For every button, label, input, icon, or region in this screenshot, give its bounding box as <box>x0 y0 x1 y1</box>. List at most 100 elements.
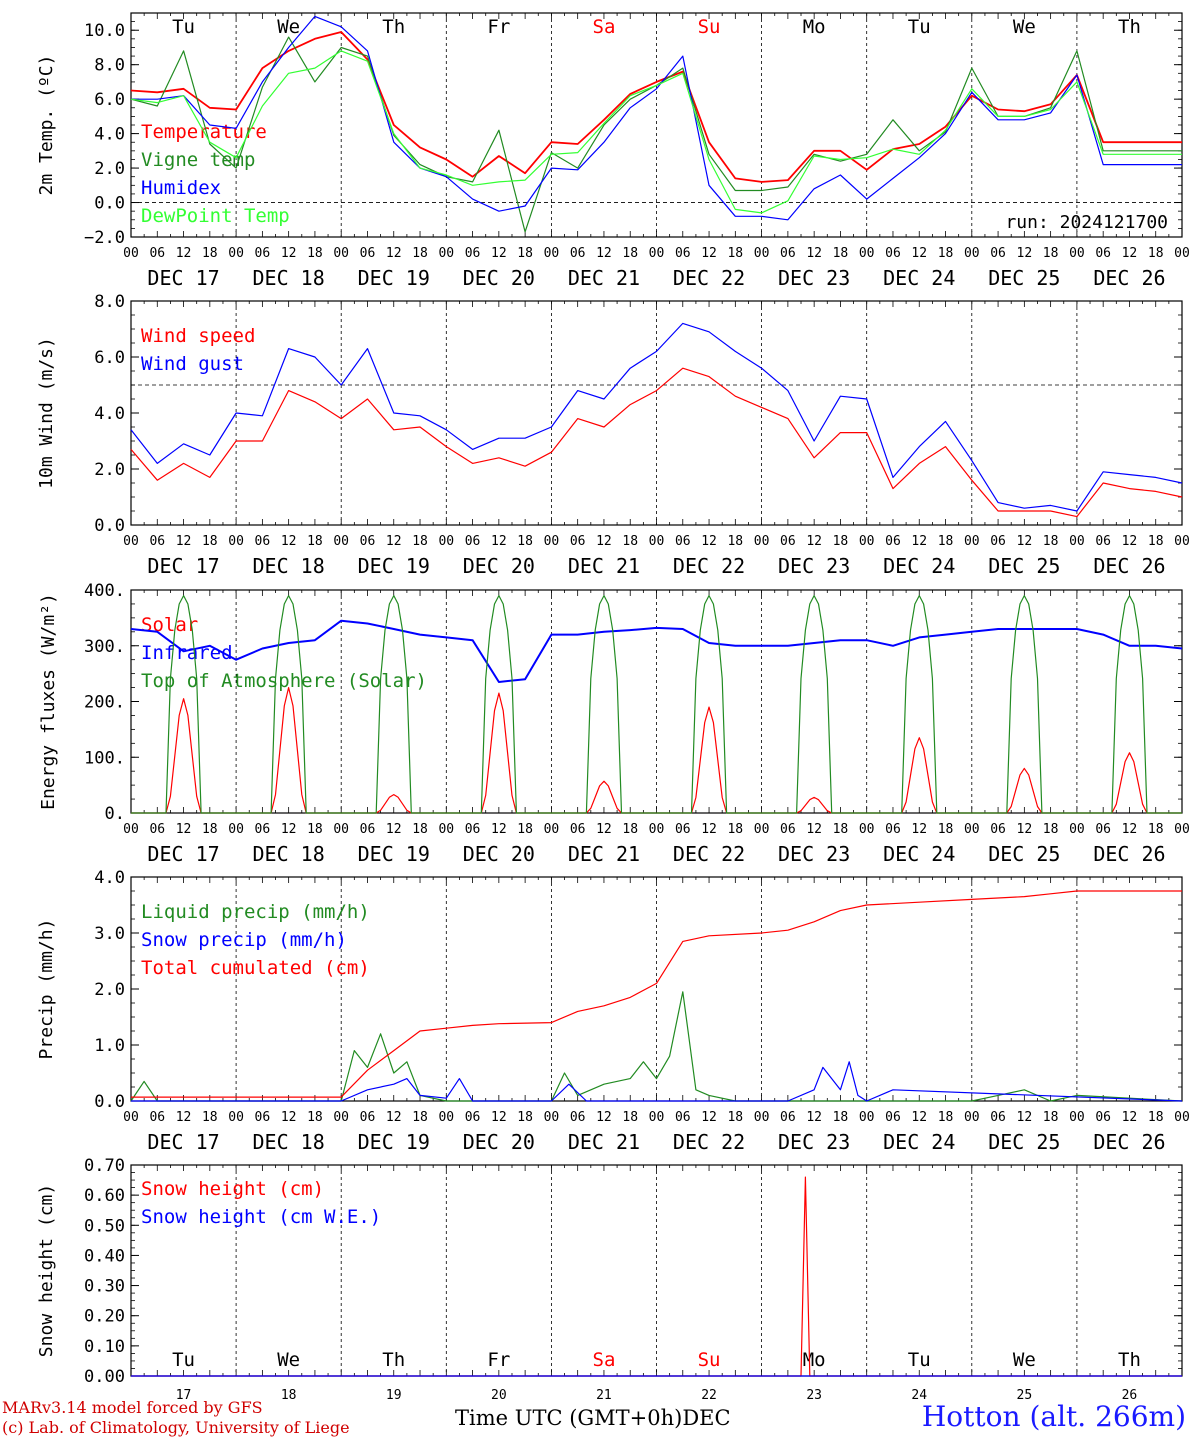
station-label: Hotton (alt. 266m) <box>921 1400 1186 1433</box>
hour-label: 00 <box>859 246 875 261</box>
legend-entry: Total cumulated (cm) <box>141 957 370 979</box>
hour-label: 12 <box>806 1110 822 1125</box>
hour-label: 12 <box>1017 534 1033 549</box>
legend-entry: Liquid precip (mm/h) <box>141 901 370 923</box>
y-tick-label: 0.00 <box>84 1367 125 1387</box>
hour-label: 18 <box>1148 1110 1164 1125</box>
hour-label: 12 <box>491 534 507 549</box>
date-label: DEC 20 <box>463 1130 535 1154</box>
hour-label: 06 <box>780 822 796 837</box>
hour-label: 12 <box>806 534 822 549</box>
hour-label: 06 <box>780 246 796 261</box>
hour-label: 00 <box>333 534 349 549</box>
hour-label: 00 <box>333 822 349 837</box>
hour-label: 06 <box>990 822 1006 837</box>
hour-label: 12 <box>176 1110 192 1125</box>
hour-label: 18 <box>202 534 218 549</box>
day-name: Fr <box>487 16 510 38</box>
day-name: Tu <box>172 16 195 38</box>
y-tick-label: 0.10 <box>84 1337 125 1357</box>
y-tick-label: 2.0 <box>94 980 125 1000</box>
series-line-total-cumulated-cm- <box>131 890 1182 1098</box>
date-label: DEC 17 <box>147 266 219 290</box>
legend-entry: Humidex <box>141 177 221 199</box>
legend-entry: Snow height (cm) <box>141 1178 324 1200</box>
date-label: DEC 22 <box>673 554 745 578</box>
hour-label: 12 <box>491 822 507 837</box>
hour-label: 06 <box>465 1110 481 1125</box>
series-line-wind-gust <box>130 322 1183 512</box>
y-tick-label: 200. <box>84 693 125 713</box>
credit-line-1: MARv3.14 model forced by GFS <box>2 1398 263 1417</box>
day-name: We <box>277 1349 300 1371</box>
day-name: Sa <box>593 1349 616 1371</box>
y-tick-label: 0.20 <box>84 1307 125 1327</box>
hour-label: 12 <box>281 534 297 549</box>
day-number: 17 <box>176 1388 192 1403</box>
date-label: DEC 23 <box>778 554 850 578</box>
date-label: DEC 22 <box>673 1130 745 1154</box>
hour-label: 06 <box>885 534 901 549</box>
hour-label: 18 <box>833 534 849 549</box>
hour-label: 00 <box>1174 246 1190 261</box>
hour-label: 00 <box>649 822 665 837</box>
date-label: DEC 24 <box>883 266 955 290</box>
hour-label: 12 <box>596 534 612 549</box>
date-label: DEC 18 <box>253 266 325 290</box>
hour-label: 18 <box>517 534 533 549</box>
hour-label: 06 <box>675 1110 691 1125</box>
y-tick-label: 4.0 <box>94 868 125 888</box>
date-label: DEC 23 <box>778 266 850 290</box>
date-label: DEC 26 <box>1093 842 1165 866</box>
y-tick-label: 6.0 <box>94 348 125 368</box>
day-name: Th <box>1118 16 1141 38</box>
day-number: 21 <box>596 1388 612 1403</box>
hour-label: 12 <box>281 246 297 261</box>
hour-label: 12 <box>806 822 822 837</box>
plot-frame <box>130 300 1183 526</box>
hour-label: 12 <box>701 1110 717 1125</box>
day-number: 26 <box>1122 1388 1138 1403</box>
hour-label: 18 <box>727 534 743 549</box>
hour-label: 12 <box>596 1110 612 1125</box>
panel-1: −2.0 0.0 2.0 4.0 6.0 8.0 10.0 2m Temp. (ºC) 00 06… <box>36 12 1190 290</box>
hour-label: 06 <box>1095 822 1111 837</box>
y-tick-label: 0.60 <box>84 1186 125 1206</box>
hour-label: 18 <box>412 822 428 837</box>
hour-label: 18 <box>517 822 533 837</box>
hour-label: 06 <box>570 822 586 837</box>
hour-label: 00 <box>649 246 665 261</box>
day-name: Th <box>382 1349 405 1371</box>
y-axis-label: 10m Wind (m/s) <box>36 337 57 489</box>
hour-label: 00 <box>333 246 349 261</box>
legend-entry: Solar <box>141 614 198 636</box>
hour-label: 18 <box>202 822 218 837</box>
hour-label: 18 <box>1148 246 1164 261</box>
hour-label: 06 <box>675 822 691 837</box>
date-label: DEC 24 <box>883 842 955 866</box>
y-tick-label: 6.0 <box>94 90 125 110</box>
hour-label: 00 <box>228 822 244 837</box>
legend-entry: Wind gust <box>141 353 244 375</box>
series-line-humidex <box>131 15 1182 221</box>
hour-label: 00 <box>754 822 770 837</box>
hour-label: 00 <box>859 822 875 837</box>
hour-label: 18 <box>938 1110 954 1125</box>
hour-label: 00 <box>1174 822 1190 837</box>
hour-label: 06 <box>675 534 691 549</box>
hour-label: 00 <box>859 534 875 549</box>
hour-label: 18 <box>202 1110 218 1125</box>
legend-entry: Snow precip (mm/h) <box>141 929 347 951</box>
y-axis-label: 2m Temp. (ºC) <box>36 55 57 196</box>
day-name: Mo <box>803 1349 826 1371</box>
hour-label: 12 <box>176 534 192 549</box>
day-name: Sa <box>593 16 616 38</box>
y-tick-label: 300. <box>84 637 125 657</box>
hour-label: 06 <box>570 534 586 549</box>
hour-label: 06 <box>990 246 1006 261</box>
x-axis-title: Time UTC (GMT+0h)DEC <box>455 1406 731 1430</box>
hour-label: 06 <box>1095 1110 1111 1125</box>
day-number: 25 <box>1017 1388 1033 1403</box>
y-axis-label: Snow height (cm) <box>36 1184 57 1357</box>
credit-line-2: (c) Lab. of Climatology, University of L… <box>2 1418 350 1437</box>
